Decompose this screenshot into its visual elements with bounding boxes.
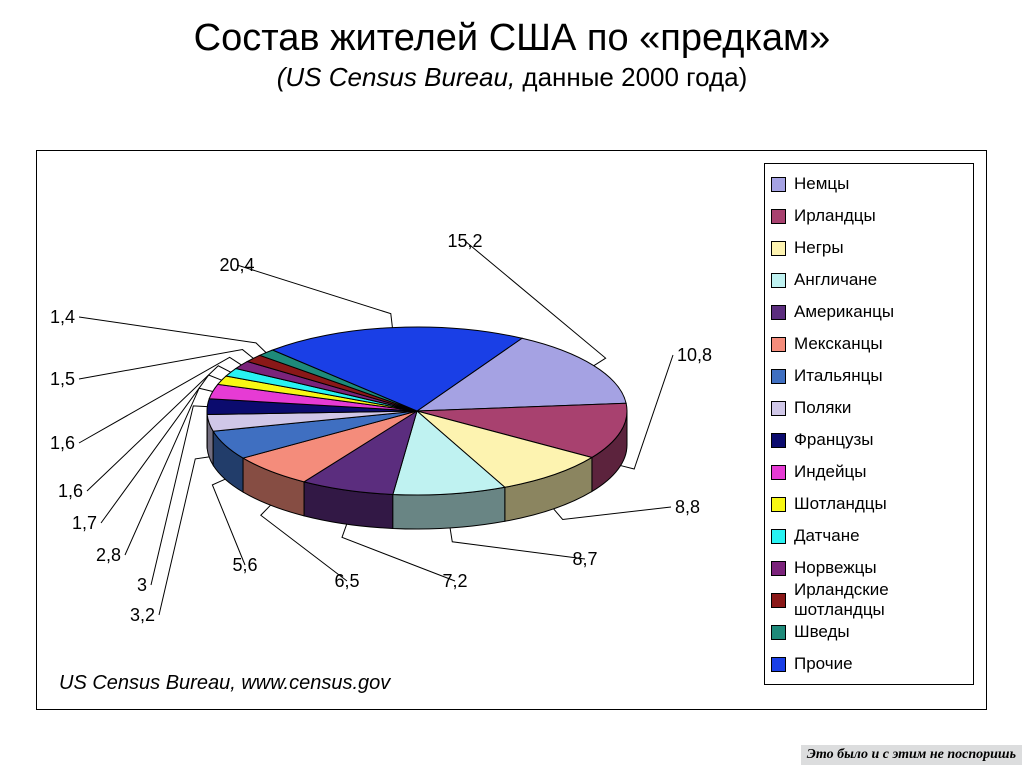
slice-value-label: 10,8	[677, 345, 712, 365]
legend-swatch	[771, 625, 786, 640]
legend-swatch	[771, 273, 786, 288]
legend-row: Датчане	[771, 520, 967, 552]
legend-row: Шведы	[771, 616, 967, 648]
legend-swatch	[771, 433, 786, 448]
legend-row: Французы	[771, 424, 967, 456]
slice-value-label: 1,6	[50, 433, 75, 453]
slice-value-label: 6,5	[334, 571, 359, 591]
legend-row: Ирландцы	[771, 200, 967, 232]
page: Состав жителей США по «предкам» (US Cens…	[0, 0, 1024, 767]
slice-value-label: 8,7	[572, 549, 597, 569]
legend-label: Шведы	[794, 622, 850, 642]
legend-swatch	[771, 593, 786, 608]
legend-swatch	[771, 657, 786, 672]
legend-row: Итальянцы	[771, 360, 967, 392]
legend-label: Прочие	[794, 654, 853, 674]
legend-label: Норвежцы	[794, 558, 877, 578]
legend-label: Французы	[794, 430, 873, 450]
legend-label: Американцы	[794, 302, 894, 322]
slice-value-label: 1,5	[50, 369, 75, 389]
legend-label: Немцы	[794, 174, 849, 194]
legend-swatch	[771, 465, 786, 480]
slice-value-label: 1,7	[72, 513, 97, 533]
pie-area: 15,2 10,8 8,8 8,7 7,2 6,5 5,6 3,2 3 2,8 1,7 1,6 1,6 1…	[37, 151, 737, 709]
legend-swatch	[771, 305, 786, 320]
legend-swatch	[771, 241, 786, 256]
legend-swatch	[771, 177, 786, 192]
legend-label: Ирландские шотландцы	[794, 580, 967, 620]
slice-value-label: 8,8	[675, 497, 700, 517]
legend-label: Датчане	[794, 526, 860, 546]
legend-label: Негры	[794, 238, 844, 258]
legend-row: Ирландские шотландцы	[771, 584, 967, 616]
title-sub: (US Census Bureau, данные 2000 года)	[0, 62, 1024, 93]
legend-row: Американцы	[771, 296, 967, 328]
legend-row: Прочие	[771, 648, 967, 680]
slice-value-label: 1,6	[58, 481, 83, 501]
slice-value-label: 5,6	[232, 555, 257, 575]
slice-value-label: 3,2	[130, 605, 155, 625]
legend: Немцы Ирландцы Негры Англичане Американцы Мек…	[764, 163, 974, 685]
legend-label: Шотландцы	[794, 494, 887, 514]
legend-row: Поляки	[771, 392, 967, 424]
legend-label: Итальянцы	[794, 366, 883, 386]
legend-swatch	[771, 529, 786, 544]
legend-swatch	[771, 369, 786, 384]
legend-row: Англичане	[771, 264, 967, 296]
legend-row: Мексканцы	[771, 328, 967, 360]
legend-label: Поляки	[794, 398, 851, 418]
legend-label: Англичане	[794, 270, 877, 290]
legend-label: Ирландцы	[794, 206, 876, 226]
slice-value-label: 2,8	[96, 545, 121, 565]
legend-swatch	[771, 337, 786, 352]
title-main: Состав жителей США по «предкам»	[0, 18, 1024, 60]
legend-swatch	[771, 497, 786, 512]
pie-chart: 15,2 10,8 8,8 8,7 7,2 6,5 5,6 3,2 3 2,8 1,7 1,6 1,6 1…	[37, 151, 737, 709]
legend-label: Индейцы	[794, 462, 866, 482]
legend-swatch	[771, 209, 786, 224]
legend-swatch	[771, 561, 786, 576]
legend-row: Индейцы	[771, 456, 967, 488]
legend-row: Шотландцы	[771, 488, 967, 520]
chart-frame: 15,2 10,8 8,8 8,7 7,2 6,5 5,6 3,2 3 2,8 1,7 1,6 1,6 1…	[36, 150, 987, 710]
slice-value-label: 7,2	[442, 571, 467, 591]
title-sub-italic: (US Census Bureau,	[277, 62, 515, 92]
slice-value-label: 20,4	[219, 255, 254, 275]
legend-swatch	[771, 401, 786, 416]
footer-note: Это было и с этим не поспоришь	[801, 745, 1022, 765]
slice-value-label: 15,2	[447, 231, 482, 251]
slice-value-label: 3	[137, 575, 147, 595]
slice-value-label: 1,4	[50, 307, 75, 327]
source-line: US Census Bureau, www.census.gov	[59, 672, 390, 695]
legend-row: Немцы	[771, 168, 967, 200]
legend-label: Мексканцы	[794, 334, 883, 354]
title-sub-rest: данные 2000 года)	[515, 62, 747, 92]
legend-row: Негры	[771, 232, 967, 264]
title-block: Состав жителей США по «предкам» (US Cens…	[0, 0, 1024, 93]
